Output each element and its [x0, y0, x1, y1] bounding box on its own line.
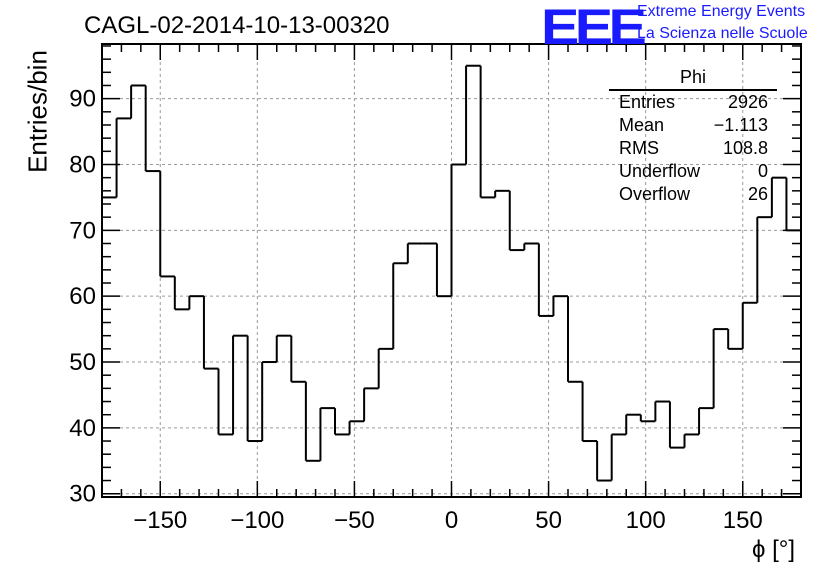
x-tick-label: −100 [230, 507, 284, 534]
stats-label: Overflow [619, 184, 691, 204]
x-tick-labels: −150 −100 −50 0 50 100 150 [133, 507, 763, 534]
x-tick-label: 100 [626, 507, 666, 534]
logo-text-line1: Extreme Energy Events [637, 3, 806, 20]
stats-box-title: Phi [609, 67, 777, 91]
stats-row: Entries 2926 [609, 91, 777, 114]
x-tick-label: 150 [723, 507, 763, 534]
stats-row: Underflow 0 [609, 160, 777, 183]
axis-ticks [102, 44, 801, 497]
y-tick-label: 90 [69, 86, 96, 113]
x-tick-label: −150 [133, 507, 187, 534]
y-tick-label: 30 [69, 481, 96, 508]
stats-value: 0 [757, 161, 768, 181]
stats-label: RMS [619, 138, 659, 158]
x-tick-label: −50 [334, 507, 375, 534]
stats-row: RMS 108.8 [609, 137, 777, 160]
stats-label: Entries [619, 92, 676, 112]
y-tick-label: 60 [69, 283, 96, 310]
y-tick-label: 50 [69, 349, 96, 376]
x-tick-label: 50 [535, 507, 562, 534]
eee-logo-mark: EEE [541, 0, 647, 55]
x-axis-label: ϕ [°] [752, 536, 796, 563]
y-tick-label: 80 [69, 151, 96, 178]
y-tick-label: 70 [69, 217, 96, 244]
y-axis-label: Entries/bin [22, 50, 53, 173]
stats-row: Mean −1.113 [609, 114, 777, 137]
stats-box: Phi Entries 2926 Mean −1.113 RMS 108.8 U… [609, 67, 777, 206]
stats-label: Mean [619, 115, 665, 135]
y-tick-labels: 30 40 50 60 70 80 90 [69, 86, 96, 508]
chart-title: CAGL-02-2014-10-13-00320 [84, 12, 390, 39]
stats-value: −1.113 [713, 115, 768, 135]
stats-value: 108.8 [722, 138, 768, 158]
x-tick-label: 0 [445, 507, 458, 534]
stats-value: 2926 [727, 92, 768, 112]
stats-value: 26 [747, 184, 768, 204]
histogram-steps [102, 64, 801, 482]
logo-text-line2: La Scienza nelle Scuole [637, 25, 808, 42]
stats-row: Overflow 26 [609, 183, 777, 206]
y-tick-label: 40 [69, 415, 96, 442]
stats-label: Underflow [619, 161, 701, 181]
